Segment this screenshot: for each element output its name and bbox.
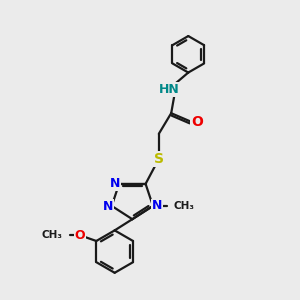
Text: O: O [191, 115, 203, 129]
Text: HN: HN [159, 83, 179, 96]
Text: N: N [102, 200, 113, 213]
Text: CH₃: CH₃ [174, 201, 195, 211]
Text: S: S [154, 152, 164, 166]
Text: O: O [75, 229, 86, 242]
Text: N: N [110, 177, 120, 190]
Text: N: N [152, 200, 162, 212]
Text: CH₃: CH₃ [41, 230, 62, 240]
